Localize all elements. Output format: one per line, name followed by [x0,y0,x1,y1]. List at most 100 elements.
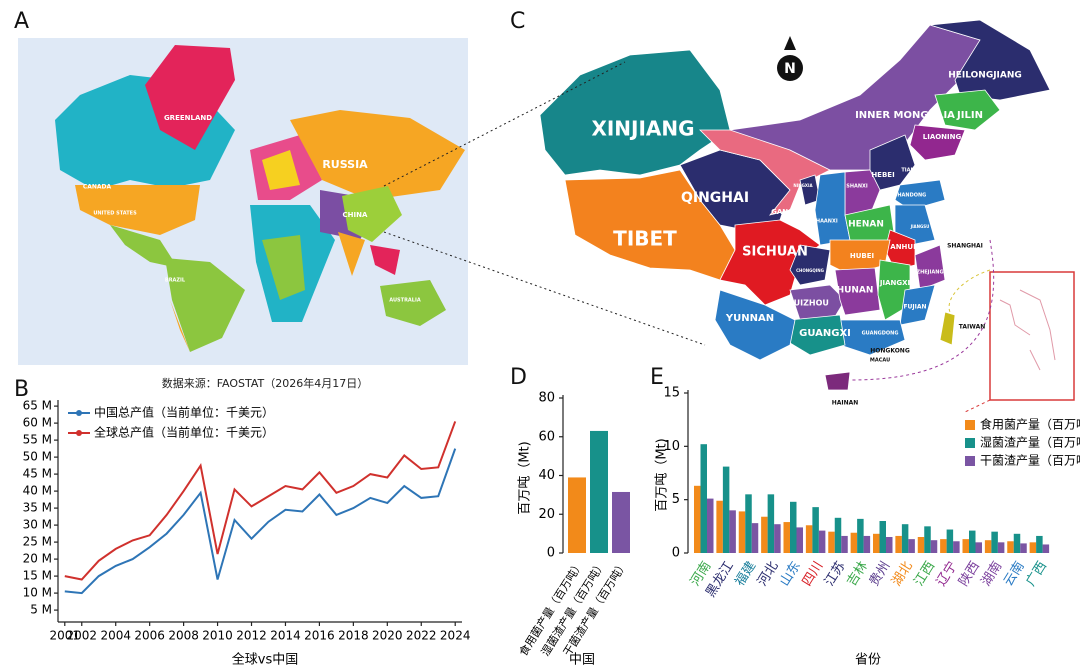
country-label: RUSSIA [322,158,368,171]
country-label: GREENLAND [164,114,212,122]
bar [812,507,819,553]
province-label: LIAONING [923,133,962,141]
bar [940,539,947,553]
bar [745,494,752,553]
panel-label: C [510,9,525,34]
province-label: ANHUI [890,243,915,251]
province-label: YUNNAN [725,313,774,324]
bar [850,532,858,553]
x-tick-label: 广西 [1023,559,1050,589]
x-tick-label: 辽宁 [933,558,960,589]
y-tick-label: 40 M [23,484,52,498]
world-map [55,45,465,352]
y-tick-label: 0 [672,546,680,561]
x-tick-label: 山东 [777,559,804,589]
y-tick-label: 5 [672,492,680,507]
x-tick-label: 2004 [100,629,131,643]
country-label: CHINA [343,211,368,219]
country-label: BRAZIL [165,278,186,284]
bar [828,531,835,553]
bar [1036,535,1043,553]
y-tick-label: 0 [547,546,555,561]
bar [953,541,960,553]
province-label: SHAANXI [812,219,838,225]
province-label: TIANJIN [901,168,922,174]
zoom-line [383,231,706,346]
bar [1013,533,1021,553]
province-label: SICHUAN [742,245,808,260]
inset-arrow [849,239,995,381]
bar [946,529,954,553]
province-label: QINGHAI [681,190,749,206]
x-tick-label: 江西 [912,559,939,589]
bar [716,500,723,553]
y-tick-label: 60 M [23,416,52,430]
province-label: HUBEI [850,252,874,260]
bar [751,523,759,553]
x-tick-label: 四川 [800,559,827,589]
inset-box [989,271,1075,401]
legend-marker [76,410,82,416]
province-label: GUIZHOU [787,299,829,308]
bar [908,539,915,553]
y-tick-label: 20 [538,507,555,522]
bar [774,524,781,553]
x-tick-label: 2002 [66,629,97,643]
x-tick-label: 2020 [372,629,403,643]
province-label: HEILONGJIANG [948,71,1022,81]
legend-marker [76,430,82,436]
province-label: SHANGHAI [947,243,983,250]
x-tick-label: 2014 [270,629,301,643]
y-tick-label: 15 M [23,569,52,583]
bar [873,533,880,553]
y-axis-label: 百万吨（Mt) [518,441,533,514]
bar [805,525,813,553]
zoom-line [383,61,626,187]
bar [783,522,790,553]
source-note: 数据来源：FAOSTAT（2026年4月17日） [162,376,369,390]
bar [969,530,976,553]
x-tick-label: 2006 [134,629,165,643]
x-tick-label: 河北 [755,559,782,589]
bar [707,498,714,553]
y-axis-label: 百万吨（Mt) [655,438,670,511]
bar [818,530,826,553]
bar [612,491,630,553]
series-line [64,421,457,581]
y-tick-label: 40 [538,468,555,483]
legend-swatch [965,438,975,448]
country-label: CANADA [83,184,112,191]
province-label: HEBEI [871,171,894,179]
bar [1007,541,1014,553]
x-tick-label: 贵州 [867,559,894,589]
bar [901,524,909,553]
province-label: JILIN [956,110,983,121]
province-label: TAIWAN [959,324,986,331]
bar [729,510,736,553]
x-tick-label: 湖北 [889,559,916,589]
x-tick-label: 云南 [1000,558,1027,589]
province-label: MACAU [870,358,890,364]
bar [917,537,925,553]
bar [1029,542,1037,553]
panel-label: B [14,377,29,402]
x-axis-label: 全球vs中国 [232,652,298,668]
x-tick-label: 2001 [50,629,81,643]
x-tick-label: 陕西 [956,559,983,589]
bar [834,517,842,553]
x-tick-label: 2010 [202,629,233,643]
province-label: HAINAN [832,400,859,407]
bar [790,501,797,553]
panel-label: A [14,9,29,34]
x-axis-label: 省份 [855,653,881,668]
y-tick-label: 10 M [23,586,52,600]
province-label: CHONGQING [796,268,824,273]
bar [568,477,586,553]
bar [863,535,871,553]
compass-arrow [784,36,796,50]
x-tick-label: 江苏 [821,558,848,589]
x-tick-label: 2012 [236,629,267,643]
x-tick-label: 湖南 [978,558,1005,589]
bar [895,535,902,553]
bar [767,494,775,553]
